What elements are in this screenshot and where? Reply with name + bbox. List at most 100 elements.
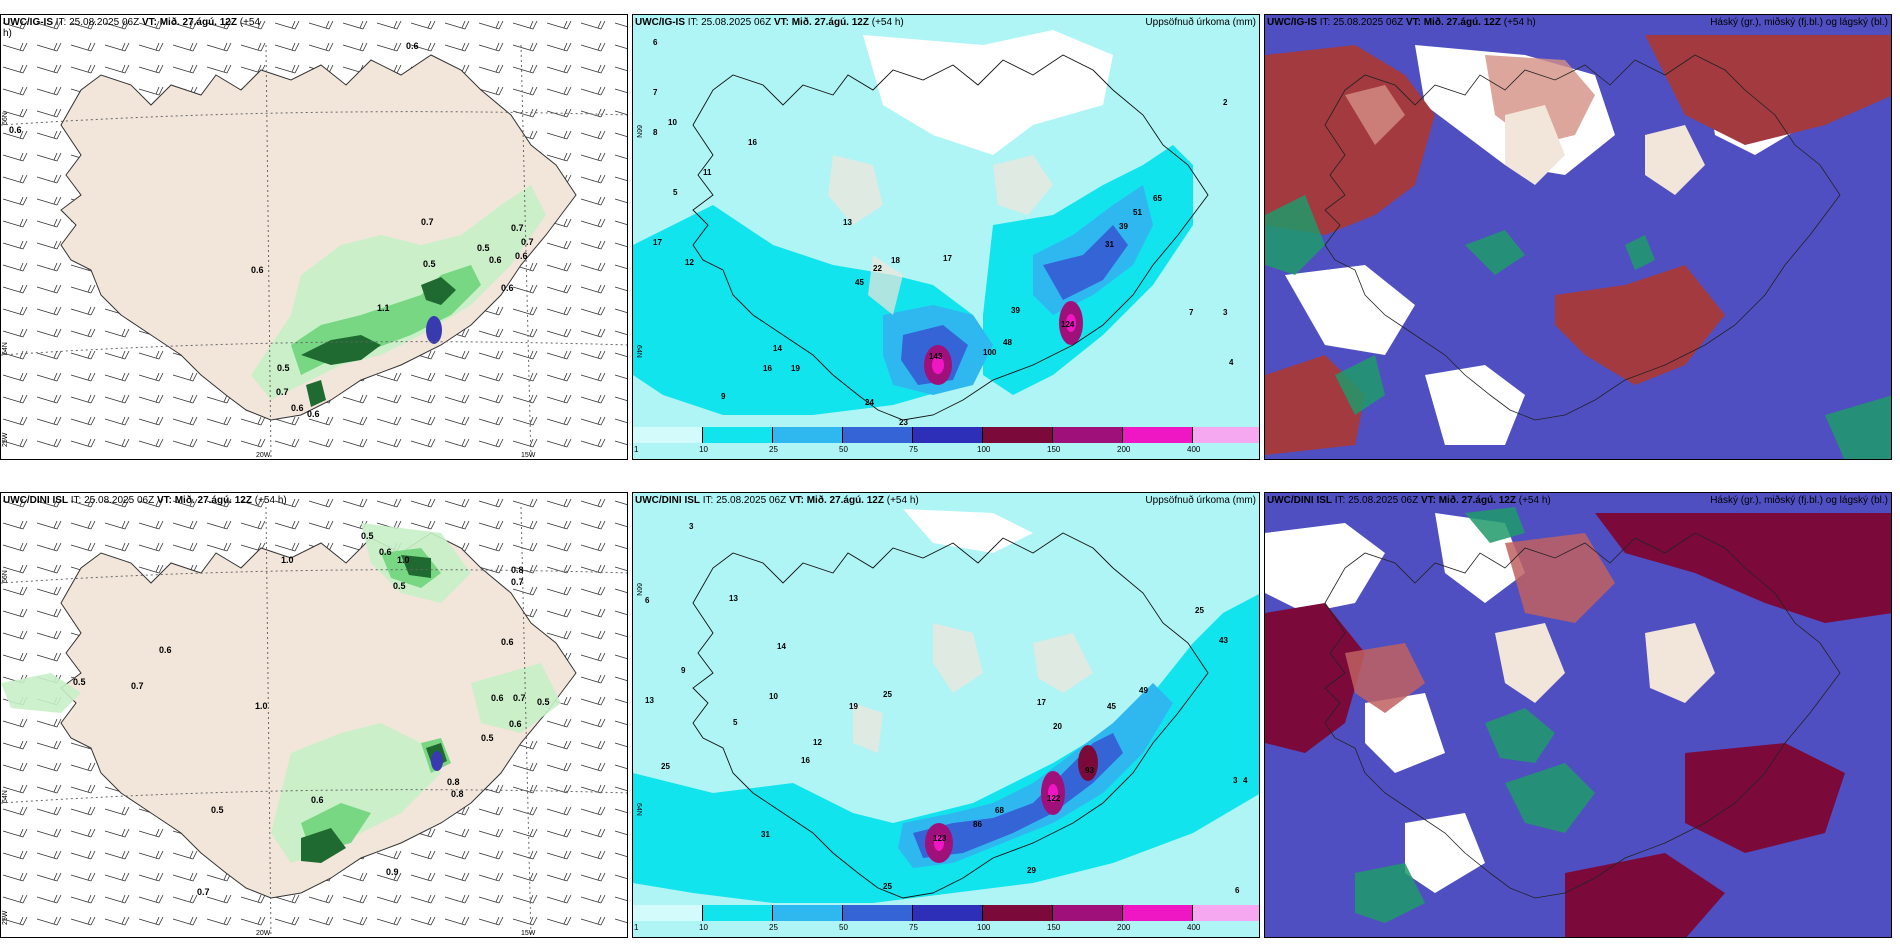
svg-text:0.6: 0.6 xyxy=(501,637,514,647)
svg-text:1.0: 1.0 xyxy=(255,701,268,711)
land-patch xyxy=(1505,105,1705,195)
svg-text:0.8: 0.8 xyxy=(451,789,464,799)
svg-text:1.0: 1.0 xyxy=(397,555,410,565)
svg-text:143: 143 xyxy=(929,352,943,361)
cbar-swatch-9 xyxy=(1193,905,1259,921)
svg-text:0.7: 0.7 xyxy=(511,223,524,233)
precip-zero-area xyxy=(863,30,1113,155)
cbar-tick: 1 xyxy=(634,445,639,454)
svg-text:6: 6 xyxy=(645,596,650,605)
iceland-coast xyxy=(1324,532,1841,899)
panel-title: Uppsöfnuð úrkoma (mm) xyxy=(1145,17,1256,28)
precip-labels: 6 7 10 8 5 16 13 11 17 12 22 45 18 17 14… xyxy=(653,38,1234,427)
svg-text:25W: 25W xyxy=(2,910,9,925)
cbar-swatch-8 xyxy=(1123,905,1193,921)
cbar-tick: 200 xyxy=(1117,445,1131,454)
svg-text:0.7: 0.7 xyxy=(276,387,289,397)
svg-text:25: 25 xyxy=(883,690,892,699)
svg-text:19: 19 xyxy=(791,364,800,373)
panel-bottom-left-wind: UWC/DINI ISL IT: 25.08.2025 06Z VT: Mið.… xyxy=(0,492,628,938)
svg-text:25: 25 xyxy=(661,762,670,771)
svg-text:12: 12 xyxy=(813,738,822,747)
svg-text:31: 31 xyxy=(1105,240,1114,249)
svg-text:0.5: 0.5 xyxy=(73,677,86,687)
svg-text:13: 13 xyxy=(645,696,654,705)
axis-labels: 66N 64N 25W 20W 15W xyxy=(2,112,536,459)
svg-text:43: 43 xyxy=(1219,636,1228,645)
svg-text:0.5: 0.5 xyxy=(481,733,494,743)
panel-top-left-wind: UWC/IG-IS IT: 25.08.2025 06Z VT: Mið. 27… xyxy=(0,14,628,460)
precip-max-c xyxy=(1078,745,1098,781)
svg-text:0.6: 0.6 xyxy=(311,795,324,805)
axis-labels: 66N 64N xyxy=(635,583,642,816)
panel-header: UWC/DINI ISL IT: 25.08.2025 06Z VT: Mið.… xyxy=(3,495,287,506)
svg-text:0.6: 0.6 xyxy=(515,251,528,261)
svg-text:0.5: 0.5 xyxy=(211,805,224,815)
precip-colorbar: 1 10 25 50 75 100 150 200 400 xyxy=(633,427,1259,459)
cbar-swatch-1 xyxy=(633,905,703,921)
svg-text:0.6: 0.6 xyxy=(501,283,514,293)
svg-text:124: 124 xyxy=(1061,320,1075,329)
gust-labels: 0.6 0.7 0.6 0.5 0.7 0.6 0.6 0.5 0.7 0.6 … xyxy=(9,41,534,419)
svg-text:22: 22 xyxy=(873,264,882,273)
svg-text:7: 7 xyxy=(653,88,658,97)
gust-labels: 0.5 1.0 0.6 0.5 1.0 0.8 0.7 0.6 0.5 0.7 … xyxy=(73,531,550,897)
svg-text:3: 3 xyxy=(1223,308,1228,317)
cloud-map xyxy=(1265,29,1891,459)
cbar-swatch-6 xyxy=(983,905,1053,921)
cbar-tick: 25 xyxy=(769,445,778,454)
svg-text:14: 14 xyxy=(773,344,782,353)
panel-top-right-clouds: UWC/IG-IS IT: 25.08.2025 06Z VT: Mið. 27… xyxy=(1264,14,1892,460)
precip-land-light xyxy=(853,623,1093,753)
svg-text:49: 49 xyxy=(1139,686,1148,695)
cbar-tick: 75 xyxy=(909,923,918,932)
svg-text:0.8: 0.8 xyxy=(447,777,460,787)
svg-text:20: 20 xyxy=(1053,722,1062,731)
cbar-swatch-8 xyxy=(1123,427,1193,443)
panel-header: UWC/IG-IS IT: 25.08.2025 06Z VT: Mið. 27… xyxy=(635,17,904,28)
cbar-swatch-2 xyxy=(703,427,773,443)
axis-labels: 66N 64N 25W 20W 15W xyxy=(2,570,536,937)
svg-text:14: 14 xyxy=(777,642,786,651)
svg-text:0.6: 0.6 xyxy=(9,125,22,135)
cloud-high-area xyxy=(1265,513,1891,937)
svg-text:64N: 64N xyxy=(635,345,642,358)
panel-top-mid-precip: UWC/IG-IS IT: 25.08.2025 06Z VT: Mið. 27… xyxy=(632,14,1260,460)
svg-text:45: 45 xyxy=(1107,702,1116,711)
cbar-swatch-2 xyxy=(703,905,773,921)
cloud-high-light xyxy=(1345,533,1615,713)
svg-text:1.0: 1.0 xyxy=(281,555,294,565)
svg-text:0.6: 0.6 xyxy=(509,719,522,729)
svg-text:24: 24 xyxy=(865,398,874,407)
svg-text:3: 3 xyxy=(689,522,694,531)
svg-text:3: 3 xyxy=(1233,776,1238,785)
svg-text:48: 48 xyxy=(1003,338,1012,347)
svg-text:1.1: 1.1 xyxy=(377,303,390,313)
svg-text:6: 6 xyxy=(1235,886,1240,895)
svg-text:0.5: 0.5 xyxy=(423,259,436,269)
cbar-swatch-3 xyxy=(773,905,843,921)
svg-text:23: 23 xyxy=(899,418,908,427)
cloud-map xyxy=(1265,507,1891,937)
svg-text:0.6: 0.6 xyxy=(291,403,304,413)
cbar-tick: 100 xyxy=(977,923,991,932)
svg-text:19: 19 xyxy=(849,702,858,711)
svg-text:5: 5 xyxy=(733,718,738,727)
panel-header: UWC/DINI ISL IT: 25.08.2025 06Z VT: Mið.… xyxy=(635,495,919,506)
cbar-tick: 10 xyxy=(699,923,708,932)
svg-text:0.5: 0.5 xyxy=(277,363,290,373)
svg-text:0.6: 0.6 xyxy=(251,265,264,275)
svg-text:7: 7 xyxy=(1189,308,1194,317)
svg-text:0.6: 0.6 xyxy=(307,409,320,419)
svg-text:17: 17 xyxy=(653,238,662,247)
svg-text:25: 25 xyxy=(1195,606,1204,615)
svg-text:0.6: 0.6 xyxy=(489,255,502,265)
cbar-tick: 100 xyxy=(977,445,991,454)
iceland-coast xyxy=(692,54,1209,421)
iceland-land xyxy=(60,532,577,899)
cbar-tick: 10 xyxy=(699,445,708,454)
wind-map: 0.5 1.0 0.6 0.5 1.0 0.8 0.7 0.6 0.5 0.7 … xyxy=(1,493,627,937)
svg-text:0.7: 0.7 xyxy=(131,681,144,691)
svg-text:39: 39 xyxy=(1119,222,1128,231)
cbar-swatch-4 xyxy=(843,905,913,921)
